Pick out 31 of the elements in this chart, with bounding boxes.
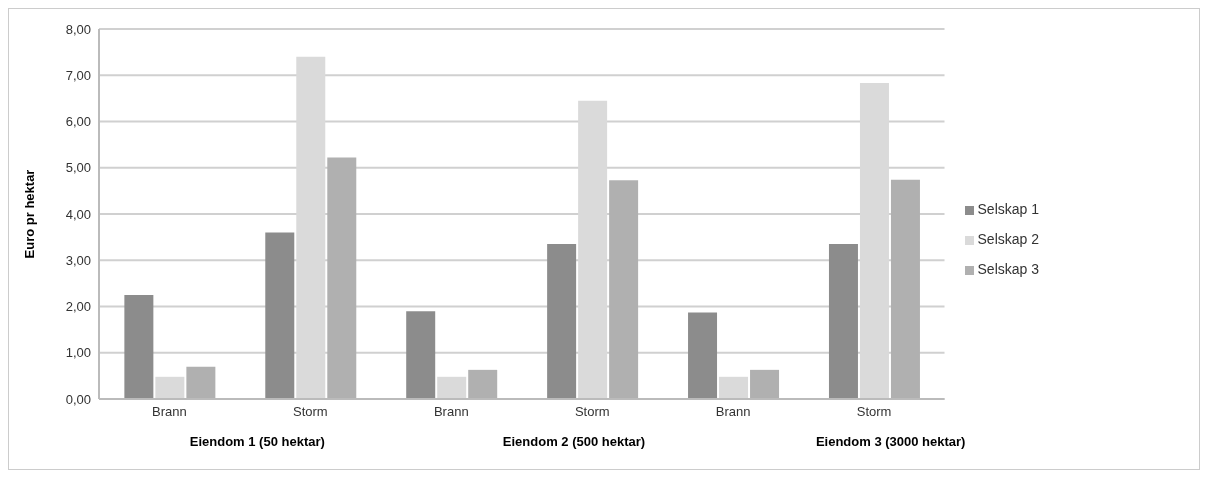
y-tick-label: 8,00 xyxy=(65,21,91,37)
y-tick-label: 0,00 xyxy=(65,391,91,407)
bar xyxy=(688,312,718,399)
bar xyxy=(265,232,295,399)
legend-label: Selskap 3 xyxy=(977,261,1039,277)
bar xyxy=(719,376,749,399)
bar xyxy=(155,376,185,399)
bar xyxy=(124,294,154,399)
x-tick-label: Brann xyxy=(715,404,751,420)
bar xyxy=(406,311,436,399)
bar xyxy=(547,244,577,399)
text: Eiendom 1 (50 hektar) xyxy=(188,434,326,449)
x-tick-label: Brann xyxy=(433,404,469,420)
legend-label: Selskap 2 xyxy=(977,231,1039,247)
y-tick-label: 7,00 xyxy=(65,67,91,83)
y-tick-label: 2,00 xyxy=(65,299,91,315)
text: Eiendom 3 (3000 hektar) xyxy=(814,434,967,449)
y-tick-label: 6,00 xyxy=(65,114,91,130)
x-tick-label: Brann xyxy=(152,404,187,420)
y-axis-title: Euro pr hektar xyxy=(21,169,37,259)
bar xyxy=(828,244,858,399)
x-tick-label: Storm xyxy=(293,404,328,420)
x-tick-label: Storm xyxy=(574,404,610,420)
x-tick-label: Storm xyxy=(856,404,892,420)
y-tick-label: 3,00 xyxy=(65,252,91,268)
bar xyxy=(437,376,467,399)
legend-label: Selskap 1 xyxy=(977,201,1039,217)
y-tick-label: 1,00 xyxy=(65,345,91,361)
text: Eiendom 2 (500 hektar) xyxy=(501,434,647,449)
y-tick-label: 5,00 xyxy=(65,160,91,176)
y-tick-label: 4,00 xyxy=(65,206,91,222)
